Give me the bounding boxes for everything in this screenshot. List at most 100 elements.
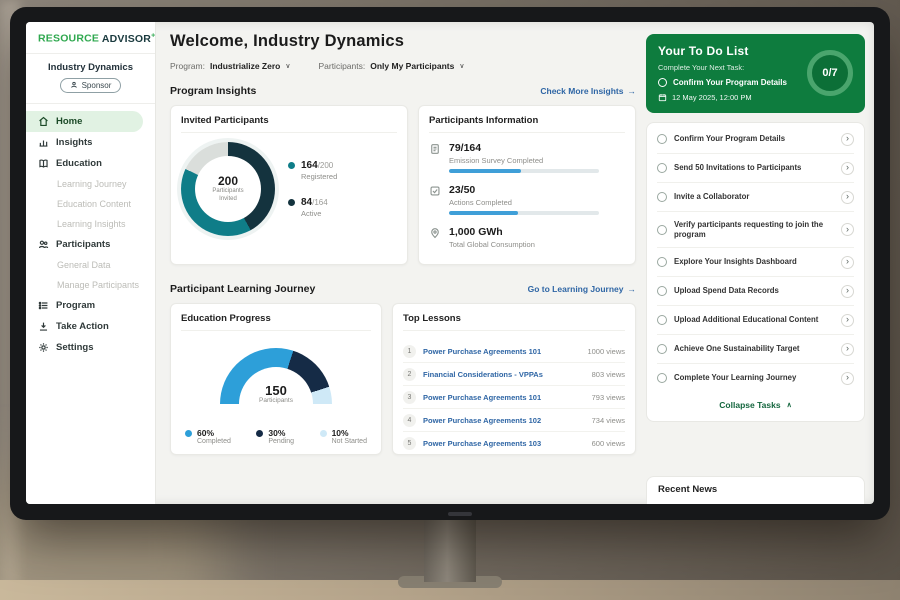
donut-center-value: 200 [217, 174, 239, 189]
todo-next-task[interactable]: Confirm Your Program Details [658, 78, 808, 87]
checkbox-circle[interactable] [657, 192, 667, 202]
checkbox-circle[interactable] [657, 163, 667, 173]
task-label: Explore Your Insights Dashboard [674, 257, 797, 267]
sidebar-item-learning-journey[interactable]: Learning Journey [26, 174, 155, 194]
org-section: Industry Dynamics Sponsor [26, 54, 155, 104]
education-progress-gauge-chart[interactable]: 150 Participants [220, 348, 332, 404]
stat-body: 23/50 Actions Completed [449, 184, 599, 215]
chevron-right-icon[interactable]: › [841, 313, 854, 327]
checkbox-circle[interactable] [657, 134, 667, 144]
sidebar-item-label: Participants [56, 239, 111, 250]
lesson-link[interactable]: Financial Considerations - VPPAs [423, 369, 543, 379]
task-row[interactable]: Explore Your Insights Dashboard › [657, 248, 854, 278]
task-row[interactable]: Achieve One Sustainability Target › [657, 335, 854, 365]
sidebar-item-label: Manage Participants [57, 280, 140, 290]
task-row[interactable]: Invite a Collaborator › [657, 183, 854, 212]
calendar-icon [658, 94, 667, 102]
sidebar-item-settings[interactable]: Settings [26, 337, 155, 358]
lesson-row[interactable]: 1 Power Purchase Agreements 101 1000 vie… [403, 340, 625, 363]
progress-bar [449, 169, 599, 173]
checkbox-circle[interactable] [657, 315, 667, 326]
go-to-learning-journey-link[interactable]: Go to Learning Journey → [528, 284, 636, 294]
program-dropdown[interactable]: Program: Industrialize Zero ∨ [170, 61, 290, 71]
chevron-right-icon[interactable]: › [841, 161, 854, 175]
task-label: Invite a Collaborator [674, 191, 750, 201]
checkbox-circle[interactable] [657, 257, 667, 268]
sidebar-item-manage-participants[interactable]: Manage Participants [26, 275, 155, 295]
sidebar-item-learning-insights[interactable]: Learning Insights [26, 214, 155, 234]
sidebar-item-participants[interactable]: Participants [26, 234, 155, 255]
logo-plus: + [151, 32, 156, 39]
sidebar-item-program[interactable]: Program [26, 295, 155, 316]
stat-body: 1,000 GWh Total Global Consumption [449, 226, 535, 253]
task-label: Upload Spend Data Records [674, 286, 779, 296]
task-row[interactable]: Confirm Your Program Details › [657, 125, 854, 154]
lesson-link[interactable]: Power Purchase Agreements 101 [423, 346, 542, 356]
checkbox-circle[interactable] [657, 224, 667, 235]
check-more-insights-link[interactable]: Check More Insights → [540, 86, 636, 96]
donut-center: 200 Participants Invited [195, 156, 261, 222]
legend-item-completed: 60% Completed [185, 428, 231, 445]
sidebar-item-take-action[interactable]: Take Action [26, 316, 155, 337]
legend-item-pending: 30% Pending [256, 428, 294, 445]
checkbox-circle[interactable] [657, 373, 667, 384]
todo-summary-card: Your To Do List Complete Your Next Task:… [646, 34, 865, 113]
chevron-right-icon[interactable]: › [841, 342, 854, 356]
sidebar-item-label: General Data [57, 260, 111, 270]
sidebar-item-education-content[interactable]: Education Content [26, 194, 155, 214]
task-row[interactable]: Verify participants requesting to join t… [657, 212, 854, 249]
checkbox-circle[interactable] [658, 78, 667, 87]
program-label: Program: [170, 61, 205, 71]
sidebar-item-home[interactable]: Home [26, 111, 143, 132]
todo-subtitle: Complete Your Next Task: [658, 63, 745, 72]
chevron-right-icon[interactable]: › [841, 190, 854, 204]
lesson-row[interactable]: 3 Power Purchase Agreements 101 793 view… [403, 386, 625, 409]
legend-text: 60% Completed [197, 428, 231, 445]
sidebar-item-label: Education [56, 158, 102, 169]
stat-body: 79/164 Emission Survey Completed [449, 142, 599, 173]
chevron-right-icon[interactable]: › [841, 371, 854, 385]
legend-dot [288, 162, 295, 169]
task-row[interactable]: Upload Spend Data Records › [657, 277, 854, 307]
gauge-center-value: 150 [265, 383, 287, 398]
legend-text: 164/200 Registered [301, 160, 337, 181]
section-title: Program Insights [170, 85, 257, 97]
sidebar-item-insights[interactable]: Insights [26, 132, 155, 153]
lesson-link[interactable]: Power Purchase Agreements 103 [423, 438, 542, 448]
collapse-tasks-button[interactable]: Collapse Tasks ∧ [657, 392, 854, 419]
participants-dropdown[interactable]: Participants: Only My Participants ∨ [318, 61, 464, 71]
card-title: Top Lessons [403, 313, 625, 331]
lesson-link[interactable]: Power Purchase Agreements 101 [423, 392, 542, 402]
link-label: Go to Learning Journey [527, 284, 624, 294]
checkbox-circle[interactable] [657, 344, 667, 355]
dashboard-screen: RESOURCE ADVISOR+ Industry Dynamics Spon… [26, 22, 874, 504]
chevron-right-icon[interactable]: › [841, 255, 854, 269]
sponsor-badge[interactable]: Sponsor [59, 77, 122, 93]
program-insights-cards: Invited Participants 200 Participants In… [170, 105, 636, 265]
chevron-down-icon: ∨ [285, 63, 291, 70]
sidebar-item-label: Settings [56, 342, 94, 353]
chevron-right-icon[interactable]: › [841, 284, 854, 298]
lesson-rank: 4 [403, 413, 416, 427]
task-row[interactable]: Send 50 Invitations to Participants › [657, 154, 854, 183]
chevron-right-icon[interactable]: › [841, 132, 854, 146]
sidebar-item-general-data[interactable]: General Data [26, 255, 155, 275]
sidebar-item-education[interactable]: Education [26, 153, 155, 174]
legend-value: 60% [197, 428, 215, 438]
task-label: Complete Your Learning Journey [674, 373, 797, 383]
people-icon [38, 240, 49, 249]
lesson-link[interactable]: Power Purchase Agreements 102 [423, 415, 542, 425]
chevron-down-icon: ∨ [459, 63, 465, 70]
lesson-row[interactable]: 2 Financial Considerations - VPPAs 803 v… [403, 363, 625, 386]
task-label: Send 50 Invitations to Participants [674, 162, 802, 172]
lesson-row[interactable]: 5 Power Purchase Agreements 103 600 view… [403, 432, 625, 454]
task-row[interactable]: Upload Additional Educational Content › [657, 306, 854, 336]
task-label: Verify participants requesting to join t… [674, 219, 824, 239]
task-row[interactable]: Complete Your Learning Journey › [657, 364, 854, 392]
checkbox-circle[interactable] [657, 286, 667, 297]
lesson-row[interactable]: 4 Power Purchase Agreements 102 734 view… [403, 409, 625, 432]
invited-participants-donut-chart[interactable]: 200 Participants Invited [181, 142, 275, 236]
chevron-right-icon[interactable]: › [841, 223, 854, 237]
card-title: Participants Information [429, 115, 625, 133]
todo-due-label: 12 May 2025, 12:00 PM [672, 93, 752, 102]
